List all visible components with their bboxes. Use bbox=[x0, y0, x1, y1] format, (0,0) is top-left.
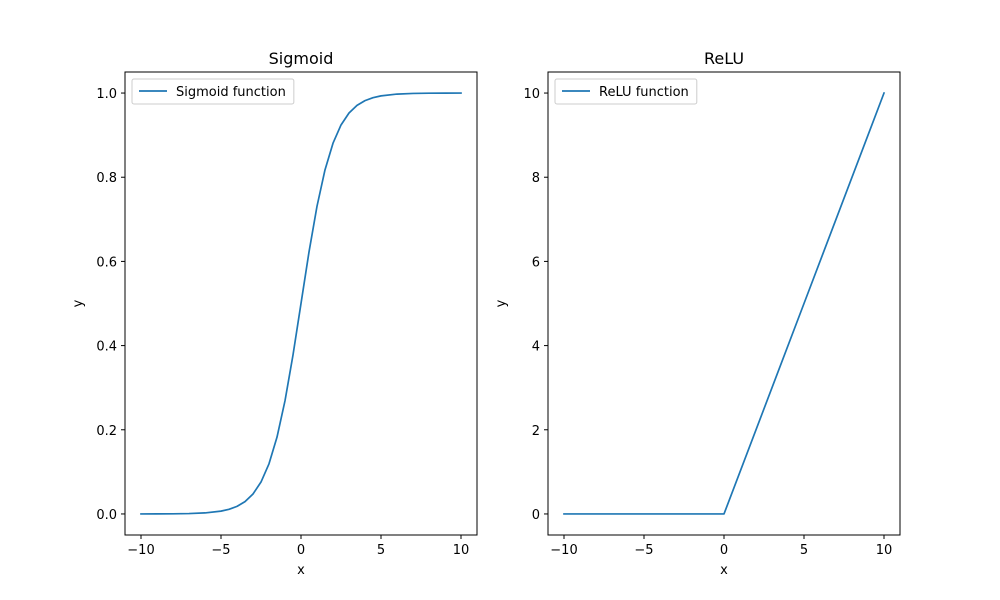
y-tick-label: 10 bbox=[523, 87, 540, 102]
x-axis-label: x bbox=[297, 563, 305, 578]
tick-group: −10 −5 0 5 10 0.0 0.2 0.4 0.6 0.8 1.0 bbox=[96, 87, 469, 558]
series-line bbox=[563, 91, 886, 515]
y-tick-label: 0.6 bbox=[96, 255, 117, 270]
y-tick-label: 1.0 bbox=[96, 87, 117, 102]
series-line bbox=[140, 92, 462, 515]
y-tick-label: 0 bbox=[532, 508, 540, 523]
y-tick-label: 4 bbox=[532, 340, 540, 355]
x-tick-label: 5 bbox=[377, 543, 385, 558]
x-tick-label: 10 bbox=[876, 543, 893, 558]
y-tick-label: 0.4 bbox=[96, 340, 117, 355]
y-tick-label: 0.2 bbox=[96, 424, 117, 439]
y-axis-label: y bbox=[494, 299, 509, 307]
x-tick-label: −10 bbox=[550, 543, 577, 558]
x-tick-label: 0 bbox=[297, 543, 305, 558]
legend: ReLU function bbox=[554, 78, 698, 105]
y-tick-label: 6 bbox=[532, 255, 540, 270]
tick-group: −10 −5 0 5 10 0 2 4 6 8 10 bbox=[523, 87, 892, 558]
y-tick-label: 0.8 bbox=[96, 171, 117, 186]
y-tick-label: 8 bbox=[532, 171, 540, 186]
sigmoid-subplot: Sigmoid x y −10 −5 0 5 100.00.20.40.60.81.0 … bbox=[71, 49, 478, 578]
relu-subplot: ReLU x y −10 −5 0 5 10 0 2 4 6 8 10 ReLU function bbox=[494, 49, 901, 578]
y-tick-label: 0.0 bbox=[96, 508, 117, 523]
x-tick-label: 0 bbox=[720, 543, 728, 558]
legend-label: Sigmoid function bbox=[176, 85, 286, 100]
legend-box bbox=[131, 78, 295, 105]
x-tick-label: −5 bbox=[634, 543, 653, 558]
x-tick-label: 5 bbox=[800, 543, 808, 558]
y-axis-label: y bbox=[71, 299, 86, 307]
x-tick-label: 10 bbox=[453, 543, 470, 558]
series-lines bbox=[140, 92, 462, 515]
legend-label: ReLU function bbox=[599, 85, 689, 100]
x-tick-label: −5 bbox=[211, 543, 230, 558]
axes-frame bbox=[547, 71, 901, 536]
legend-box bbox=[554, 78, 698, 105]
series-lines bbox=[563, 91, 886, 515]
x-axis-label: x bbox=[720, 563, 728, 578]
y-tick-label: 2 bbox=[532, 424, 540, 439]
x-tick-label: −10 bbox=[127, 543, 154, 558]
chart-title: Sigmoid bbox=[269, 49, 334, 68]
legend: Sigmoid function bbox=[131, 78, 295, 105]
chart-title: ReLU bbox=[704, 49, 744, 68]
axes-frame bbox=[124, 71, 478, 536]
